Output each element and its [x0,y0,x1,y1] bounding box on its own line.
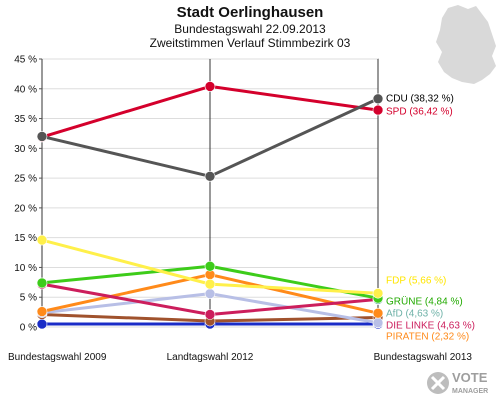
chart-title: Stadt Oerlinghausen [177,4,324,21]
data-point [36,318,48,330]
y-axis-ticks: 0 % 5 % 10 % 15 % 20 % 25 % 30 % 35 % 40 % 45 % [14,55,42,334]
legend-item: AfD (4,63 %) [386,309,443,320]
y-tick-label: 5 % [20,293,37,304]
y-tick-label: 15 % [14,233,37,244]
y-tick-label: 30 % [14,144,37,155]
legend-item: CDU (38,32 %) [386,94,454,105]
y-tick-label: 0 % [20,323,37,334]
chart-subtitle-election: Bundestagswahl 22.09.2013 [174,22,326,36]
legend-item: PIRATEN (2,32 %) [386,332,469,343]
data-point [372,93,384,105]
data-point [372,307,384,319]
series-lines [36,81,384,330]
legend: CDU (38,32 %) SPD (36,42 %) FDP (5,66 %) GR… [386,94,475,343]
data-point [36,277,48,289]
brand-manager-text: MANAGER [452,388,488,395]
legend-item: DIE LINKE (4,63 %) [386,321,475,332]
data-point [204,81,216,92]
y-tick-label: 10 % [14,263,37,274]
legend-item: GRÜNE (4,84 %) [386,296,463,308]
germany-map-icon [436,5,496,84]
data-point [36,234,48,246]
data-point [36,131,48,142]
data-point [372,317,384,329]
vote-manager-logo: VOTE MANAGER [427,370,488,395]
x-tick-label: Landtagswahl 2012 [167,352,254,363]
data-point [204,171,216,182]
brand-vote-text: VOTE [452,370,488,385]
chart-subtitle-district: Zweitstimmen Verlauf Stimmbezirk 03 [150,36,351,50]
data-point [204,288,216,299]
y-tick-label: 20 % [14,203,37,214]
data-point [372,104,384,116]
data-point [204,260,216,272]
x-tick-label: Bundestagswahl 2013 [374,352,473,363]
y-tick-label: 45 % [14,55,37,66]
x-tick-label: Bundestagswahl 2009 [8,352,107,363]
data-point [372,287,384,299]
legend-item: SPD (36,42 %) [386,107,453,118]
y-tick-label: 40 % [14,84,37,95]
data-point [36,306,48,317]
x-axis-ticks: Bundestagswahl 2009 Landtagswahl 2012 Bund… [8,352,472,363]
y-tick-label: 25 % [14,174,37,185]
data-point [204,278,216,290]
data-point [204,309,216,320]
legend-item: FDP (5,66 %) [386,276,446,287]
y-tick-label: 35 % [14,114,37,125]
